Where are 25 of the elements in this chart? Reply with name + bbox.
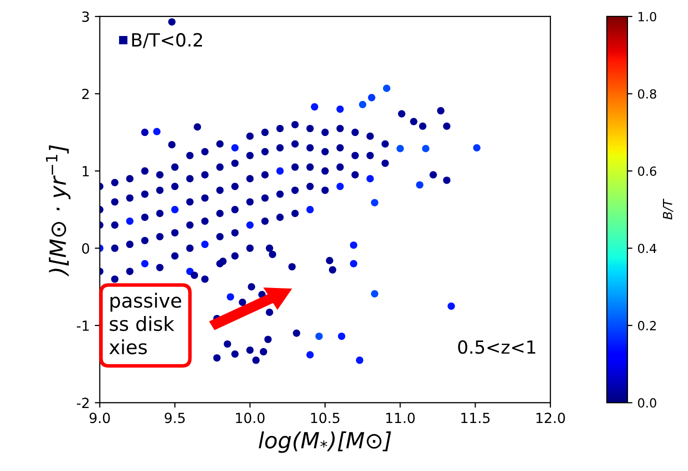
x-tick-label: 11.0 bbox=[386, 412, 415, 424]
y-tick-label: -2 bbox=[76, 398, 89, 408]
annotation: passive ss disk xies bbox=[109, 292, 182, 354]
x-tick-label: 9.0 bbox=[90, 412, 110, 424]
y-tick-label: 3 bbox=[82, 11, 89, 22]
y-tick-label: 2 bbox=[82, 88, 89, 100]
y-tick-label: 0 bbox=[82, 243, 90, 254]
color-bar-title: B/T bbox=[662, 198, 674, 220]
color-bar-label: 0.6 bbox=[638, 166, 656, 176]
y-axis-title: )[M⊙ · yr$^{−1}$] bbox=[46, 145, 70, 277]
color-bar-label: 0.0 bbox=[638, 398, 656, 408]
legend-label: B/T<0.2 bbox=[132, 33, 202, 48]
y-tick-label: -1 bbox=[76, 320, 89, 331]
x-axis-title: log(M$_{*}$)[M⊙] bbox=[258, 431, 392, 453]
x-tick-label: 10.5 bbox=[311, 412, 340, 424]
y-tick-label: 1 bbox=[82, 166, 89, 176]
color-bar-label: 0.2 bbox=[638, 320, 656, 330]
x-tick-label: 9.5 bbox=[164, 412, 185, 424]
color-bar-label: 0.4 bbox=[638, 244, 656, 254]
x-tick-label: 11.5 bbox=[461, 412, 490, 424]
color-bar-label: 0.8 bbox=[638, 89, 656, 99]
x-tick-label: 12.0 bbox=[536, 412, 565, 424]
annotation: 0.5<z<1 bbox=[458, 340, 536, 354]
x-tick-label: 10.0 bbox=[236, 412, 265, 424]
color-bar-label: 1.0 bbox=[638, 12, 656, 22]
